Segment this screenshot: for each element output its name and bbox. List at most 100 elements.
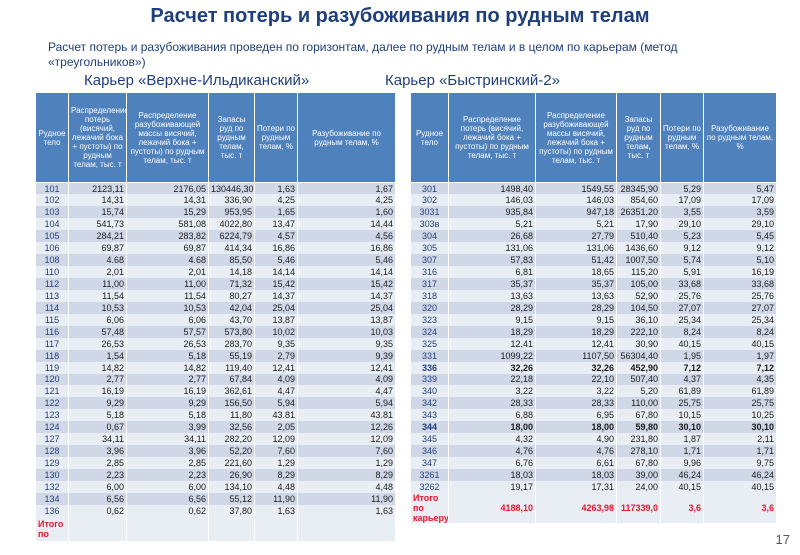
value-cell: 14,31 (68, 194, 127, 207)
value-cell: 2,05 (254, 421, 298, 434)
table-row: 320 28,29 28,29 104,50 27,07 27,07 (410, 301, 776, 314)
table-row: 307 57,83 51,42 1007,50 5,74 5,10 (410, 254, 776, 267)
ore-body-cell: 114 (35, 301, 69, 314)
left-header-reserves: Запасы руд по рудным телам, тыс. т (208, 92, 255, 183)
value-cell: 27,07 (660, 301, 704, 314)
value-cell: 15,42 (297, 278, 395, 290)
ore-body-cell: 320 (410, 301, 449, 314)
value-cell: 11,00 (126, 278, 209, 290)
value-cell: 4,25 (297, 194, 395, 207)
value-cell: 11,80 (208, 409, 255, 422)
value-cell: 80,27 (208, 289, 255, 302)
value-cell: 18,29 (535, 325, 617, 338)
value-cell: 284,21 (68, 230, 127, 243)
value-cell: 146,03 (448, 194, 536, 207)
value-cell: 3,22 (535, 385, 617, 398)
value-cell: 4,35 (703, 373, 776, 386)
value-cell: 4,48 (297, 480, 395, 493)
ore-body-cell: 340 (410, 385, 449, 398)
value-cell: 7,60 (297, 445, 395, 458)
ore-body-cell: 3262 (410, 480, 449, 493)
right-table: Рудное тело Распределение потерь (висячи… (410, 92, 776, 523)
value-cell: 15,29 (126, 206, 209, 219)
value-cell: 1,71 (703, 445, 776, 458)
value-cell: 40,15 (703, 337, 776, 350)
table-row: 116 57,48 57,57 573,80 10,02 10,03 (35, 325, 395, 338)
table-row: 119 14,82 14,82 119,40 12,41 12,41 (35, 361, 395, 374)
value-cell: 28345,90 (616, 182, 661, 195)
ore-body-cell: 102 (35, 194, 69, 207)
value-cell: 573,80 (208, 325, 255, 338)
value-cell: 130446,30 (208, 182, 255, 195)
ore-body-cell: 342 (410, 397, 449, 410)
total-value-cell: 117339,0 (616, 492, 661, 523)
value-cell: 11,54 (68, 289, 127, 302)
value-cell: 18,00 (535, 421, 617, 434)
table-row: 103 15,74 15,29 953,95 1,65 1,60 (35, 206, 395, 219)
value-cell: 5,18 (126, 409, 209, 422)
ore-body-cell: 304 (410, 230, 449, 243)
total-value-cell (68, 516, 127, 541)
value-cell: 6224,79 (208, 230, 255, 243)
value-cell: 3,96 (68, 445, 127, 458)
value-cell: 15,42 (254, 278, 298, 290)
ore-body-cell: 110 (35, 266, 69, 278)
table-row: 347 6,76 6,61 67,80 9,96 9,75 (410, 457, 776, 469)
value-cell: 11,90 (297, 492, 395, 505)
ore-body-cell: 104 (35, 218, 69, 231)
table-row: 339 22,18 22,10 507,40 4,37 4,35 (410, 373, 776, 386)
value-cell: 12,41 (297, 361, 395, 374)
value-cell: 1,29 (297, 457, 395, 469)
ore-body-cell: 347 (410, 457, 449, 469)
value-cell: 14,37 (254, 289, 298, 302)
value-cell: 2123,11 (68, 182, 127, 195)
value-cell: 2,79 (254, 349, 298, 362)
table-row: 316 6,81 18,65 115,20 5,91 16,19 (410, 266, 776, 278)
value-cell: 14,18 (208, 266, 255, 278)
value-cell: 452,90 (616, 361, 661, 374)
value-cell: 1,71 (660, 445, 704, 458)
value-cell: 25,76 (660, 289, 704, 302)
value-cell: 17,31 (535, 480, 617, 493)
value-cell: 22,18 (448, 373, 536, 386)
value-cell: 953,95 (208, 206, 255, 219)
value-cell: 6,81 (448, 266, 536, 278)
value-cell: 27,79 (535, 230, 617, 243)
value-cell: 25,04 (254, 301, 298, 314)
value-cell: 35,37 (448, 278, 536, 290)
value-cell: 6,00 (68, 480, 127, 493)
table-row: 342 28,33 28,33 110,00 25,75 25,75 (410, 397, 776, 410)
value-cell: 2,01 (68, 266, 127, 278)
value-cell: 5,94 (297, 397, 395, 410)
value-cell: 17,09 (703, 194, 776, 207)
ore-body-cell: 127 (35, 433, 69, 446)
table-row: 324 18,29 18,29 222,10 8,24 8,24 (410, 325, 776, 338)
value-cell: 18,29 (448, 325, 536, 338)
table-row: 302 146,03 146,03 854,60 17,09 17,09 (410, 194, 776, 207)
value-cell: 935,84 (448, 206, 536, 219)
value-cell: 1,63 (254, 182, 298, 195)
ore-body-cell: 112 (35, 278, 69, 290)
value-cell: 42,04 (208, 301, 255, 314)
right-header-dilution-pct: Разубоживание по рудным телам, % (703, 92, 776, 183)
value-cell: 37,80 (208, 504, 255, 517)
table-row: 129 2,85 2,85 221,60 1,29 1,29 (35, 457, 395, 469)
value-cell: 231,80 (616, 433, 661, 446)
value-cell: 0,62 (126, 504, 209, 517)
ore-body-cell: 317 (410, 278, 449, 290)
ore-body-cell: 344 (410, 421, 449, 434)
value-cell: 2,01 (126, 266, 209, 278)
value-cell: 5,47 (703, 182, 776, 195)
value-cell: 46,24 (703, 469, 776, 481)
value-cell: 5,91 (660, 266, 704, 278)
table-row: 303в 5,21 5,21 17,90 29,10 29,10 (410, 218, 776, 231)
value-cell: 4,32 (448, 433, 536, 446)
value-cell: 25,04 (297, 301, 395, 314)
value-cell: 13,63 (535, 289, 617, 302)
value-cell: 1007,50 (616, 254, 661, 267)
value-cell: 3,55 (660, 206, 704, 219)
value-cell: 14,44 (297, 218, 395, 231)
right-header-dilution-mass: Распределение разубоживающей массы висяч… (535, 92, 617, 183)
value-cell: 4,25 (254, 194, 298, 207)
value-cell: 1,67 (297, 182, 395, 195)
